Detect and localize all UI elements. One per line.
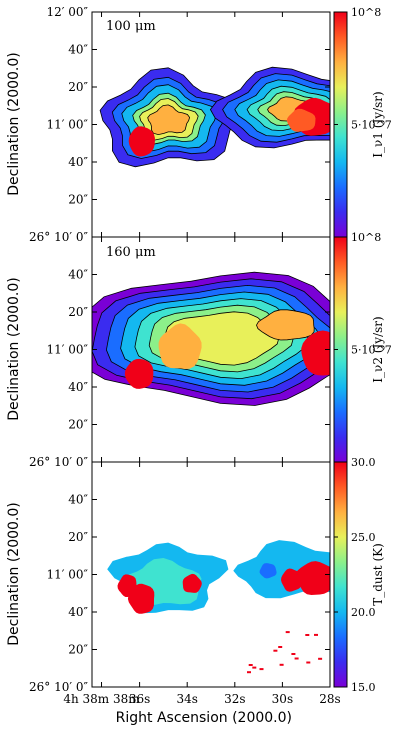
y-tick-label: 20″	[68, 530, 88, 544]
y-tick-label: 20″	[68, 193, 88, 207]
y-tick-label: 40″	[68, 605, 88, 619]
y-tick-label: 11′ 00″	[46, 568, 88, 582]
y-tick-label: 40″	[68, 268, 88, 282]
y-tick-label: 20″	[68, 305, 88, 319]
colorbar-160um: 10^8 5·10^7I_ν2 (Jy/sr)	[333, 231, 392, 463]
y-tick-label: 26° 10′ 0″	[29, 455, 89, 469]
source-peak	[124, 358, 154, 389]
noise-pixel	[318, 657, 323, 660]
noise-pixel	[314, 633, 318, 636]
panel-tdust: 15.0 20.0 25.0 30.0 T_dust (K)	[91, 456, 385, 694]
x-tick-label: 30s	[272, 692, 293, 706]
cool-spot	[259, 563, 277, 579]
source-peak	[158, 323, 202, 369]
intensity-map-100um	[99, 66, 330, 168]
emission-contour	[147, 104, 191, 136]
y-tick-label: 26° 10′ 0″	[29, 680, 89, 694]
colorbar-tick-label: 30.0	[351, 456, 376, 469]
panel-label-100um: 100 μm	[106, 19, 156, 34]
colorbar-title: I_ν2 (Jy/sr)	[371, 316, 385, 382]
noise-pixel	[278, 646, 283, 648]
noise-pixel	[259, 668, 264, 671]
axes-ticks: 26° 10′ 0″ 20″ 40″ 11′ 00″ 20″ 40″ 12′ 00″ 26° …	[29, 5, 341, 706]
panel-160um: 160 μm 10^8 5·10^7I_ν2 (Jy/sr)	[91, 231, 392, 463]
y-tick-label: 20″	[68, 80, 88, 94]
noise-pixel	[285, 631, 290, 634]
noise-pixel	[279, 663, 284, 666]
x-tick-label: 28s	[319, 692, 340, 706]
y-axis-label-2: Declination (2000.0)	[6, 277, 22, 421]
colorbar-tick-label: 5·10^7	[351, 344, 392, 357]
colorbar-tick-label: 25.0	[351, 531, 376, 544]
colorbar-title: I_ν1 (Jy/sr)	[371, 91, 385, 157]
y-tick-label: 26° 10′ 0″	[29, 230, 89, 244]
source-peak	[128, 126, 155, 157]
noise-pixel	[247, 671, 251, 674]
hot-spot	[281, 568, 303, 592]
x-tick-label: 32s	[224, 692, 245, 706]
colorbar-tick-label: 10^8	[351, 6, 381, 19]
panel-100um: 100 μm 10^8 5·10^7I_ν1 (Jy/sr)	[91, 6, 392, 238]
y-tick-label: 11′ 00″	[46, 343, 88, 357]
hot-spot	[117, 574, 137, 597]
colorbar-tdust: 15.0 20.0 25.0 30.0 T_dust (K)	[333, 456, 385, 694]
colorbar-gradient	[333, 461, 348, 688]
y-tick-label: 20″	[68, 418, 88, 432]
colorbar-100um: 10^8 5·10^7I_ν1 (Jy/sr)	[333, 6, 392, 238]
noise-pixel	[305, 634, 310, 636]
y-tick-label: 20″	[68, 643, 88, 657]
source-peak	[301, 330, 330, 376]
x-tick-label: 36s	[129, 692, 150, 706]
noise-pixel	[291, 653, 296, 655]
y-tick-label: 12′ 00″	[46, 5, 88, 19]
noise-pixel	[252, 666, 257, 669]
colorbar-tick-label: 10^8	[351, 231, 381, 244]
y-tick-label: 40″	[68, 43, 88, 57]
source-peak	[256, 309, 315, 341]
hot-spot	[295, 561, 330, 595]
y-tick-label: 40″	[68, 493, 88, 507]
colorbar-tick-label: 5·10^7	[351, 119, 392, 132]
source-peak	[286, 108, 316, 132]
hot-spot	[182, 573, 202, 593]
x-axis-label: Right Ascension (2000.0)	[116, 710, 292, 726]
colorbar-title: T_dust (K)	[371, 543, 385, 606]
y-tick-label: 40″	[68, 155, 88, 169]
y-tick-label: 40″	[68, 380, 88, 394]
x-tick-label: 4h 38m 38m	[63, 692, 140, 706]
noise-pixel	[306, 661, 311, 664]
y-axis-label-1: Declination (2000.0)	[6, 52, 22, 196]
x-tick-label: 34s	[176, 692, 197, 706]
temperature-map	[107, 540, 330, 674]
noise-pixel	[294, 657, 299, 660]
intensity-map-160um	[92, 271, 330, 406]
colorbar-tick-label: 15.0	[351, 681, 376, 694]
y-axis-label-3: Declination (2000.0)	[6, 502, 22, 646]
colorbar-tick-label: 20.0	[351, 606, 376, 619]
y-tick-label: 11′ 00″	[46, 118, 88, 132]
noise-pixel	[248, 664, 253, 666]
panel-label-160um: 160 μm	[106, 245, 156, 260]
noise-pixel	[273, 649, 278, 652]
